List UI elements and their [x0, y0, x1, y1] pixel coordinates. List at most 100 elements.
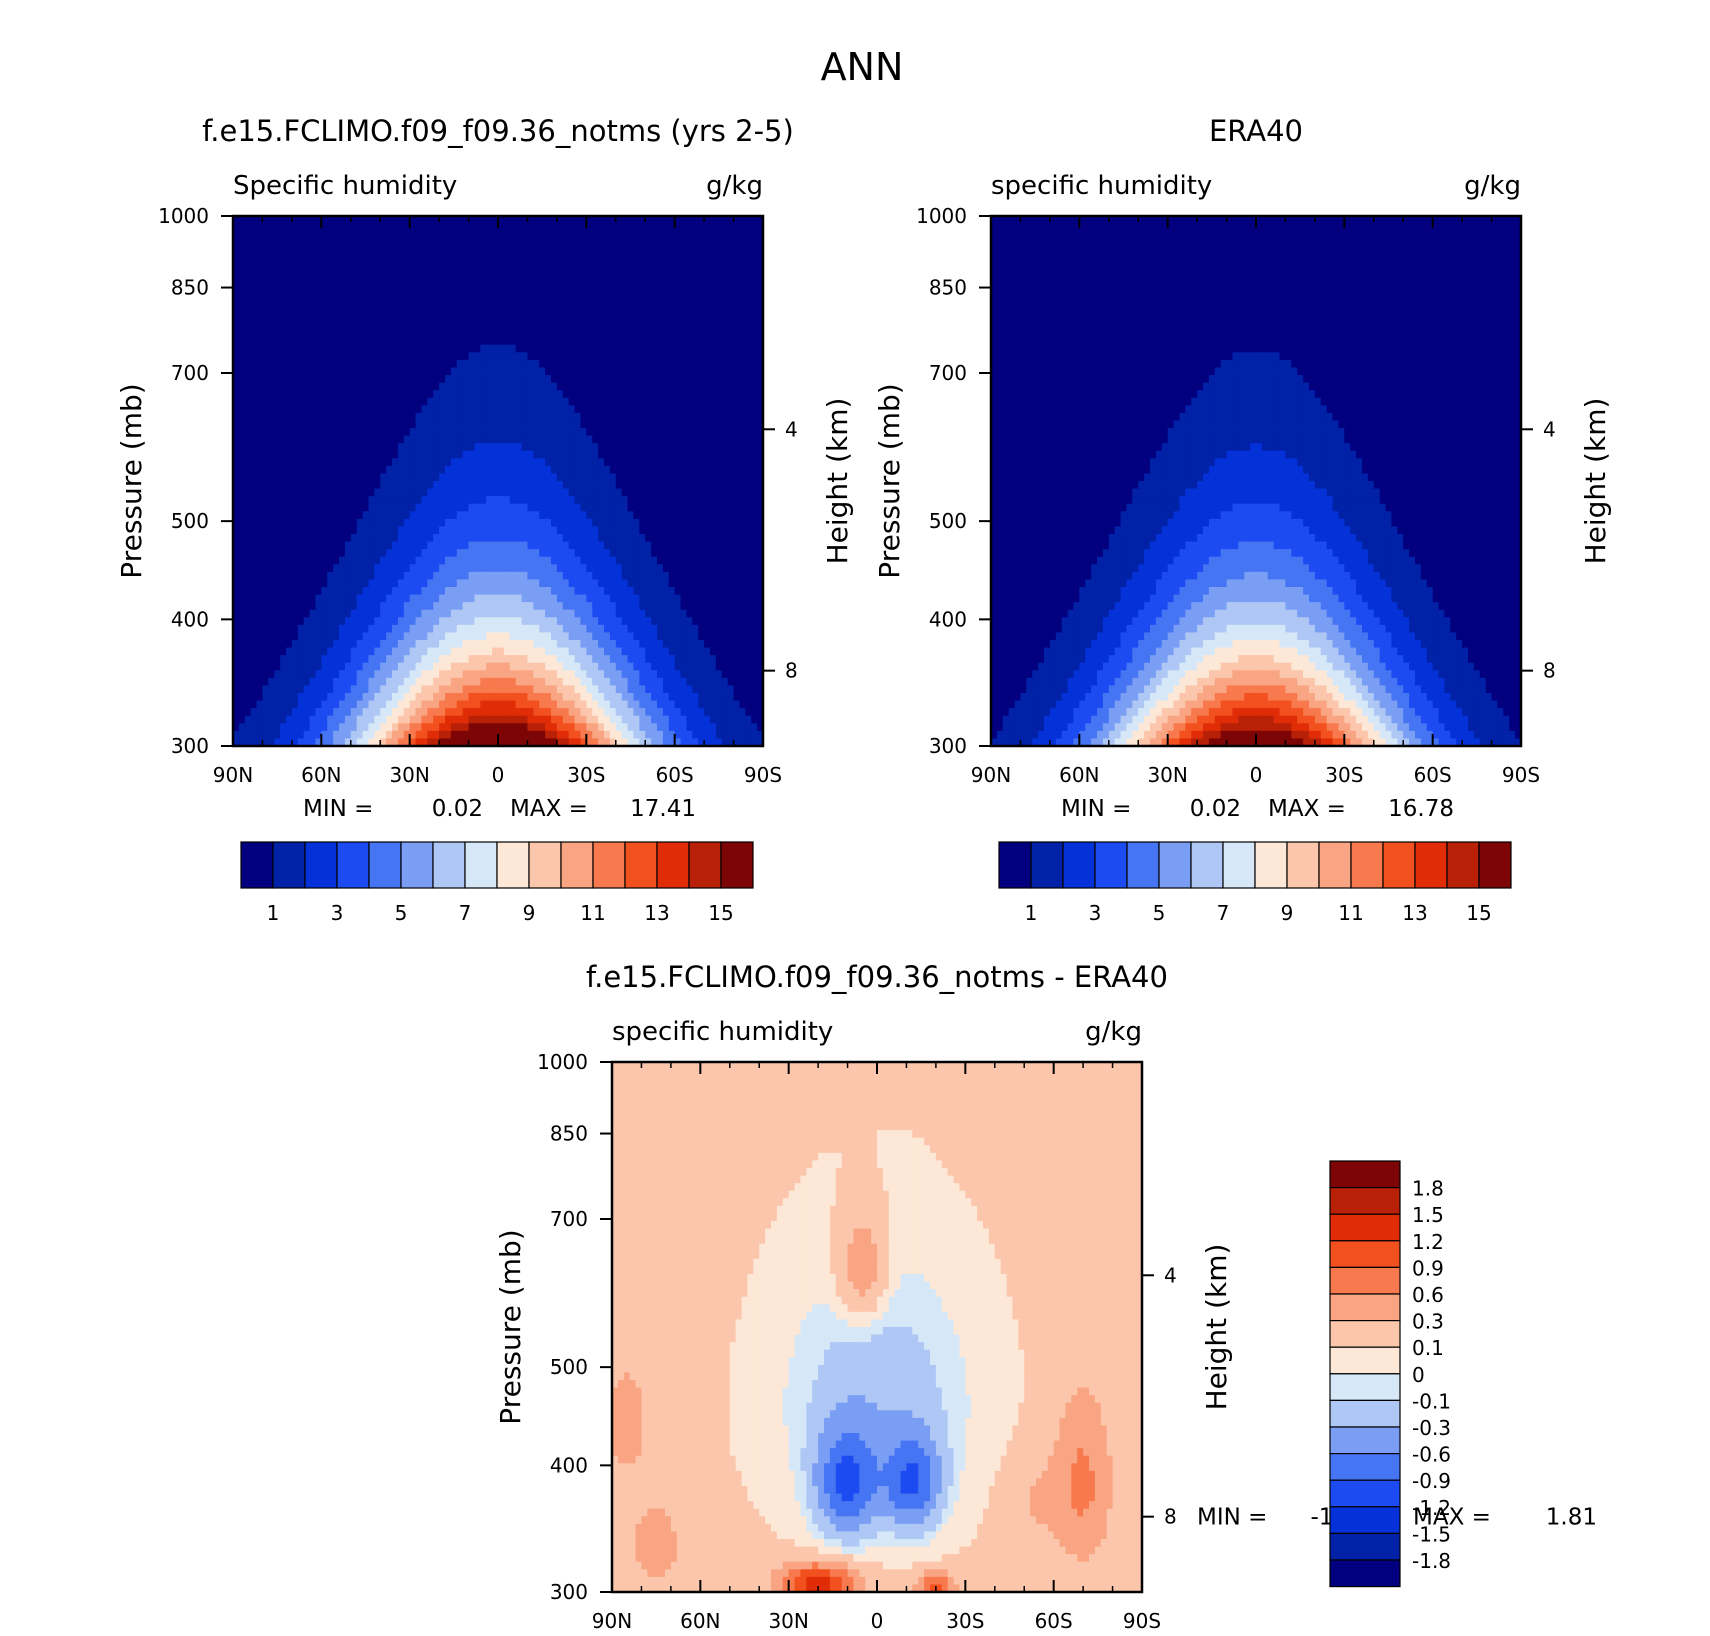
- field-cell: [339, 420, 345, 428]
- field-cell: [598, 383, 604, 391]
- field-cell: [380, 625, 386, 633]
- field-cell: [704, 390, 710, 398]
- field-cell: [486, 564, 492, 572]
- field-cell: [363, 473, 369, 481]
- field-cell: [439, 610, 445, 618]
- field-cell: [745, 579, 751, 587]
- field-cell: [545, 496, 551, 504]
- field-cell: [333, 398, 339, 406]
- field-cell: [704, 519, 710, 527]
- field-cell: [427, 489, 433, 497]
- field-cell: [274, 617, 280, 625]
- field-cell: [321, 625, 327, 633]
- field-cell: [628, 254, 634, 262]
- field-cell: [633, 337, 639, 345]
- field-cell: [433, 330, 439, 338]
- field-cell: [639, 610, 645, 618]
- field-cell: [439, 511, 445, 519]
- field-cell: [639, 254, 645, 262]
- field-cell: [510, 602, 516, 610]
- field-cell: [522, 542, 528, 550]
- field-cell: [392, 458, 398, 466]
- field-cell: [398, 413, 404, 421]
- field-cell: [333, 284, 339, 292]
- field-cell: [398, 473, 404, 481]
- field-cell: [245, 330, 251, 338]
- field-cell: [728, 231, 734, 239]
- field-cell: [657, 595, 663, 603]
- field-cell: [421, 617, 427, 625]
- field-cell: [663, 610, 669, 618]
- field-cell: [351, 231, 357, 239]
- field-cell: [734, 443, 740, 451]
- field-cell: [480, 330, 486, 338]
- field-cell: [445, 443, 451, 451]
- field-cell: [498, 390, 504, 398]
- field-cell: [545, 610, 551, 618]
- field-cell: [345, 292, 351, 300]
- field-cell: [469, 352, 475, 360]
- field-cell: [745, 542, 751, 550]
- field-cell: [251, 398, 257, 406]
- field-cell: [339, 496, 345, 504]
- field-cell: [492, 269, 498, 277]
- field-cell: [439, 564, 445, 572]
- field-cell: [333, 519, 339, 527]
- field-cell: [675, 473, 681, 481]
- field-cell: [321, 299, 327, 307]
- field-cell: [357, 549, 363, 557]
- field-cell: [286, 307, 292, 315]
- field-cell: [710, 398, 716, 406]
- field-cell: [345, 269, 351, 277]
- field-cell: [404, 542, 410, 550]
- field-cell: [274, 458, 280, 466]
- field-cell: [374, 587, 380, 595]
- field-cell: [586, 299, 592, 307]
- field-cell: [681, 625, 687, 633]
- field-cell: [516, 292, 522, 300]
- field-cell: [327, 595, 333, 603]
- field-cell: [575, 261, 581, 269]
- field-cell: [380, 436, 386, 444]
- field-cell: [692, 496, 698, 504]
- field-cell: [516, 307, 522, 315]
- field-cell: [598, 602, 604, 610]
- field-cell: [645, 360, 651, 368]
- field-cell: [245, 610, 251, 618]
- field-cell: [416, 314, 422, 322]
- field-cell: [298, 420, 304, 428]
- field-cell: [480, 443, 486, 451]
- field-cell: [368, 595, 374, 603]
- field-cell: [451, 375, 457, 383]
- field-cell: [321, 511, 327, 519]
- field-cell: [698, 390, 704, 398]
- field-cell: [404, 383, 410, 391]
- field-cell: [410, 595, 416, 603]
- field-cell: [734, 617, 740, 625]
- field-cell: [563, 617, 569, 625]
- field-cell: [421, 337, 427, 345]
- field-cell: [333, 542, 339, 550]
- field-cell: [669, 375, 675, 383]
- field-cell: [739, 428, 745, 436]
- field-cell: [651, 511, 657, 519]
- field-cell: [563, 352, 569, 360]
- field-cell: [421, 602, 427, 610]
- field-cell: [657, 246, 663, 254]
- field-cell: [686, 405, 692, 413]
- field-cell: [628, 360, 634, 368]
- field-cell: [251, 436, 257, 444]
- field-cell: [410, 610, 416, 618]
- field-cell: [645, 413, 651, 421]
- field-cell: [569, 451, 575, 459]
- field-cell: [451, 489, 457, 497]
- field-cell: [286, 224, 292, 232]
- field-cell: [416, 246, 422, 254]
- field-cell: [745, 519, 751, 527]
- field-cell: [745, 496, 751, 504]
- field-cell: [274, 420, 280, 428]
- field-cell: [492, 375, 498, 383]
- field-cell: [681, 473, 687, 481]
- field-cell: [315, 602, 321, 610]
- field-cell: [575, 602, 581, 610]
